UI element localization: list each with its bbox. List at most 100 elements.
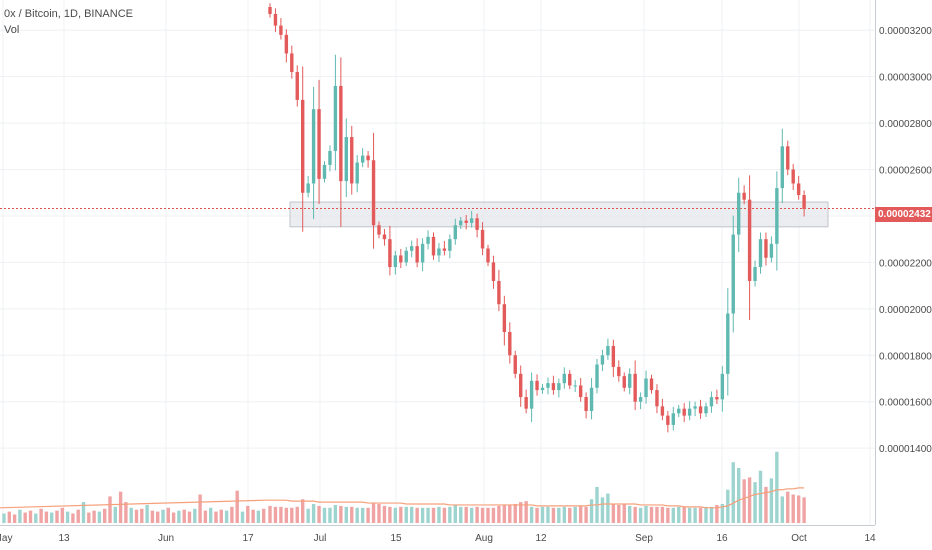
- volume-bar: [81, 502, 86, 523]
- volume-bar: [290, 507, 294, 523]
- price-tick-label: 0.00001600: [879, 398, 932, 409]
- volume-bar: [44, 511, 49, 523]
- candle-body: [459, 220, 463, 226]
- candle-body: [660, 406, 665, 416]
- volume-bar: [557, 507, 561, 523]
- candle-body: [780, 146, 784, 189]
- volume-bar: [666, 507, 670, 523]
- candle-body: [655, 390, 659, 407]
- volume-bar: [660, 506, 665, 523]
- volume-bar: [39, 508, 43, 523]
- volume-bar: [371, 503, 376, 523]
- volume-bar: [649, 506, 654, 523]
- time-tick-label: 12: [535, 533, 547, 544]
- volume-bar: [786, 491, 790, 523]
- volume-bar: [145, 504, 149, 523]
- price-tick-label: 0.00003200: [879, 26, 932, 37]
- candle-body: [279, 25, 283, 35]
- time-axis[interactable]: May 13 Jun 17 Jul 15 Aug 12 Sep 16 Oct 14: [0, 533, 876, 544]
- volume-bar: [23, 512, 27, 523]
- volume-bar: [134, 509, 139, 523]
- volume-bar: [546, 506, 550, 523]
- volume-bar: [747, 477, 752, 523]
- volume-bar: [469, 507, 474, 523]
- volume-bars: [2, 451, 806, 523]
- candle-body: [382, 234, 387, 240]
- volume-bar: [540, 506, 545, 523]
- volume-bar: [573, 506, 577, 523]
- time-tick-label: 13: [58, 533, 70, 544]
- candle-body: [317, 109, 321, 179]
- volume-bar: [76, 509, 80, 523]
- volume-moving-average-line: [0, 487, 805, 509]
- volume-bar: [203, 510, 208, 523]
- volume-bar: [464, 506, 468, 523]
- volume-bar: [399, 506, 403, 523]
- volume-bar: [71, 513, 75, 523]
- volume-bar: [677, 506, 681, 523]
- candle-body: [513, 355, 517, 374]
- candle-body: [573, 385, 577, 387]
- candlestick-series: [268, 3, 806, 433]
- volume-bar: [366, 507, 370, 523]
- price-axis[interactable]: 0.00003200 0.00003000 0.00002800 0.00002600…: [879, 26, 932, 455]
- volume-bar: [513, 504, 517, 523]
- volume-bar: [796, 495, 801, 523]
- volume-bar: [519, 502, 523, 523]
- volume-bar: [491, 507, 496, 523]
- candle-body: [480, 229, 485, 249]
- volume-bar: [360, 507, 365, 523]
- volume-bar: [420, 507, 425, 523]
- candle-body: [399, 255, 403, 263]
- volume-bar: [235, 490, 239, 523]
- price-tick-label: 0.00003000: [879, 73, 932, 84]
- price-tick-label: 0.00001800: [879, 351, 932, 362]
- candle-body: [431, 236, 436, 256]
- volume-bar: [150, 510, 155, 523]
- volume-bar: [339, 505, 343, 523]
- candle-body: [322, 164, 327, 179]
- volume-bar: [687, 507, 692, 523]
- candle-body: [764, 239, 768, 258]
- volume-bar: [124, 502, 128, 523]
- volume-bar: [802, 497, 806, 523]
- volume-bar: [611, 504, 616, 523]
- candle-body: [491, 262, 496, 281]
- candle-body: [366, 155, 370, 161]
- candle-body: [775, 188, 779, 244]
- candle-body: [448, 239, 452, 251]
- time-tick-label: Jul: [314, 533, 327, 544]
- volume-bar: [60, 507, 64, 523]
- volume-bar: [214, 511, 218, 523]
- volume-bar: [671, 507, 675, 523]
- candle-body: [677, 408, 681, 414]
- volume-bar: [682, 506, 686, 523]
- volume-bar: [224, 510, 229, 523]
- volume-bar: [344, 506, 348, 523]
- candle-body: [290, 53, 294, 73]
- candle-body: [638, 397, 643, 402]
- volume-bar: [502, 504, 507, 523]
- candle-body: [410, 246, 414, 251]
- candle-body: [328, 150, 332, 165]
- candle-body: [644, 378, 648, 398]
- candle-body: [486, 248, 490, 263]
- volume-bar: [431, 507, 436, 523]
- volume-bar: [279, 506, 283, 523]
- candle-body: [786, 146, 790, 170]
- volume-bar: [742, 479, 746, 523]
- volume-bar: [617, 504, 621, 523]
- volume-bar: [97, 511, 102, 523]
- chart-legend: 0x / Bitcoin, 1D, BINANCE Vol: [4, 6, 133, 38]
- candle-body: [415, 246, 419, 263]
- volume-bar: [551, 507, 556, 523]
- candle-body: [464, 220, 468, 223]
- volume-bar: [720, 504, 725, 523]
- volume-bar: [268, 505, 272, 523]
- candle-body: [617, 366, 621, 377]
- volume-bar: [415, 507, 419, 523]
- volume-bar: [7, 511, 11, 523]
- candle-body: [404, 250, 408, 263]
- volume-bar: [187, 511, 192, 523]
